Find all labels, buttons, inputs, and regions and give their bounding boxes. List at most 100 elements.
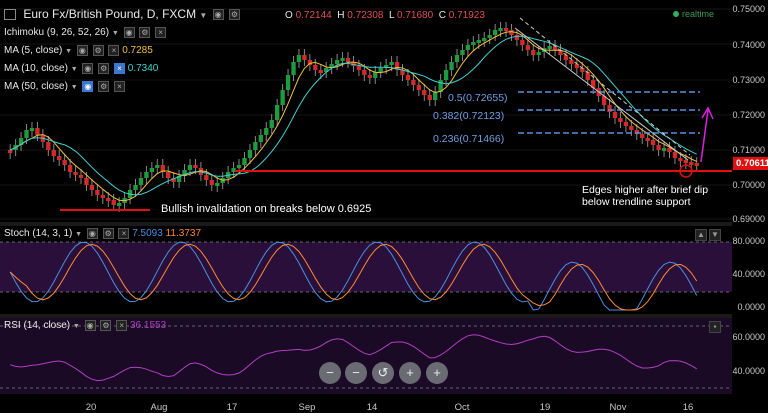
indicator-label[interactable]: MA (50, close) [4,81,68,93]
candle-body [378,68,383,72]
stoch-axis[interactable]: 80.0000 40.0000 0.0000 [732,226,768,314]
candle-body [471,42,476,45]
stoch-k-value: 7.5093 [132,228,163,240]
eye-icon[interactable]: ◉ [86,228,98,239]
last-price-tag: 0.70611 [733,157,768,170]
candle-body [411,80,416,85]
price-tick: 0.74000 [732,40,765,50]
indicator-label[interactable]: Ichimoku (9, 26, 52, 26) [4,27,110,39]
candle-body [689,162,694,165]
ohlc-value: 0.72308 [347,10,384,21]
indicator-label[interactable]: Stoch (14, 3, 1) [4,228,73,240]
close-icon[interactable]: × [155,27,167,38]
candle-body [231,168,236,172]
scroll-right-button[interactable]: + [426,362,448,384]
candle-body [182,170,187,176]
zoom-in-button[interactable]: + [399,362,421,384]
chevron-down-icon[interactable]: ▼ [199,11,208,20]
candle-body [667,148,672,152]
candle-body [73,172,78,175]
price-chart[interactable] [0,0,732,222]
symbol-header[interactable]: Euro Fx/British Pound, D, FXCM ▼ ◉ ⚙ [4,7,241,21]
close-icon[interactable]: × [116,320,128,331]
candle-body [204,175,209,180]
trendline [519,17,691,156]
indicator-legend-ma50[interactable]: MA (50, close) ▼ ◉ ⚙ × [4,81,125,92]
eye-icon[interactable]: ◉ [82,63,94,74]
candle-body [694,163,699,166]
arrow-up-icon [700,109,709,163]
arrow-head-icon [701,106,714,120]
close-icon[interactable]: × [113,81,125,92]
settings-icon[interactable]: ⚙ [229,9,241,21]
stoch-panel[interactable] [0,226,732,314]
rsi-chart[interactable] [0,318,732,394]
candle-body [285,75,291,90]
chevron-down-icon[interactable]: ▼ [111,30,119,38]
fib-label: 0.382(0.72123) [433,110,505,122]
scroll-left-button[interactable]: − [319,362,341,384]
indicator-legend-ma10[interactable]: MA (10, close) ▼ ◉ ⚙ × 0.7340 [4,63,158,74]
chevron-down-icon[interactable]: ▼ [70,84,78,92]
candle-body [640,134,645,138]
chevron-down-icon[interactable]: ▼ [65,48,73,56]
candle-body [569,60,574,64]
candle-body [650,140,656,145]
stoch-tick: 40.0000 [732,269,765,279]
rsi-legend[interactable]: RSI (14, close) ▼ ◉ ⚙ × 36.1553 [4,320,166,331]
price-tick: 0.71000 [732,145,765,155]
chevron-down-icon[interactable]: ▼ [70,66,78,74]
settings-icon[interactable]: ⚙ [98,81,110,92]
panel-divider[interactable] [0,222,732,226]
time-tick: 16 [682,402,694,413]
chevron-down-icon[interactable]: ▼ [72,323,80,331]
status-dot-icon [673,11,679,17]
candle-body [367,75,372,78]
close-icon[interactable]: × [113,63,125,74]
chart-menu-icon[interactable] [4,9,16,21]
stoch-legend[interactable]: Stoch (14, 3, 1) ▼ ◉ ⚙ × 7.5093 11.3737 [4,228,201,239]
indicator-value: 0.7285 [122,45,153,57]
candle-body [503,28,509,31]
candle-body [389,62,394,65]
eye-icon[interactable]: ◉ [76,45,88,56]
collapse-icon[interactable]: ▪ [709,321,721,333]
collapse-down-icon[interactable]: ▼ [709,229,721,241]
eye-icon[interactable]: ◉ [82,81,94,92]
rsi-axis[interactable]: 60.0000 40.0000 [732,318,768,394]
eye-icon[interactable]: ◉ [84,320,96,331]
eye-icon[interactable]: ◉ [212,9,224,21]
candle-body [166,172,171,178]
settings-icon[interactable]: ⚙ [98,63,110,74]
reset-button[interactable]: ↺ [372,362,394,384]
zoom-out-button[interactable]: − [345,362,367,384]
candle-body [400,70,405,75]
eye-icon[interactable]: ◉ [123,27,135,38]
time-tick: 14 [366,402,378,413]
settings-icon[interactable]: ⚙ [139,27,151,38]
price-tick: 0.73000 [732,75,765,85]
price-chart-panel[interactable] [0,0,732,222]
settings-icon[interactable]: ⚙ [102,228,114,239]
indicator-label[interactable]: MA (10, close) [4,63,68,75]
chevron-down-icon[interactable]: ▼ [75,231,83,239]
price-axis[interactable]: 0.75000 0.74000 0.73000 0.72000 0.71000 … [732,0,768,224]
indicator-label[interactable]: RSI (14, close) [4,320,71,332]
candle-body [340,58,345,61]
close-icon[interactable]: × [108,45,120,56]
candle-body [601,96,607,105]
candle-body [427,95,432,100]
settings-icon[interactable]: ⚙ [92,45,104,56]
candle-body [67,165,73,172]
collapse-up-icon[interactable]: ▲ [695,229,707,241]
symbol-title[interactable]: Euro Fx/British Pound, D, FXCM [23,7,197,21]
indicator-legend-ichimoku[interactable]: Ichimoku (9, 26, 52, 26) ▼ ◉ ⚙ × [4,27,167,39]
settings-icon[interactable]: ⚙ [100,320,112,331]
indicator-label[interactable]: MA (5, close) [4,45,63,57]
stoch-chart[interactable] [0,226,732,314]
candle-body [324,68,329,72]
indicator-legend-ma5[interactable]: MA (5, close) ▼ ◉ ⚙ × 0.7285 [4,45,153,56]
close-icon[interactable]: × [118,228,130,239]
stoch-d-value: 11.3737 [165,228,201,240]
panel-divider[interactable] [0,314,732,318]
